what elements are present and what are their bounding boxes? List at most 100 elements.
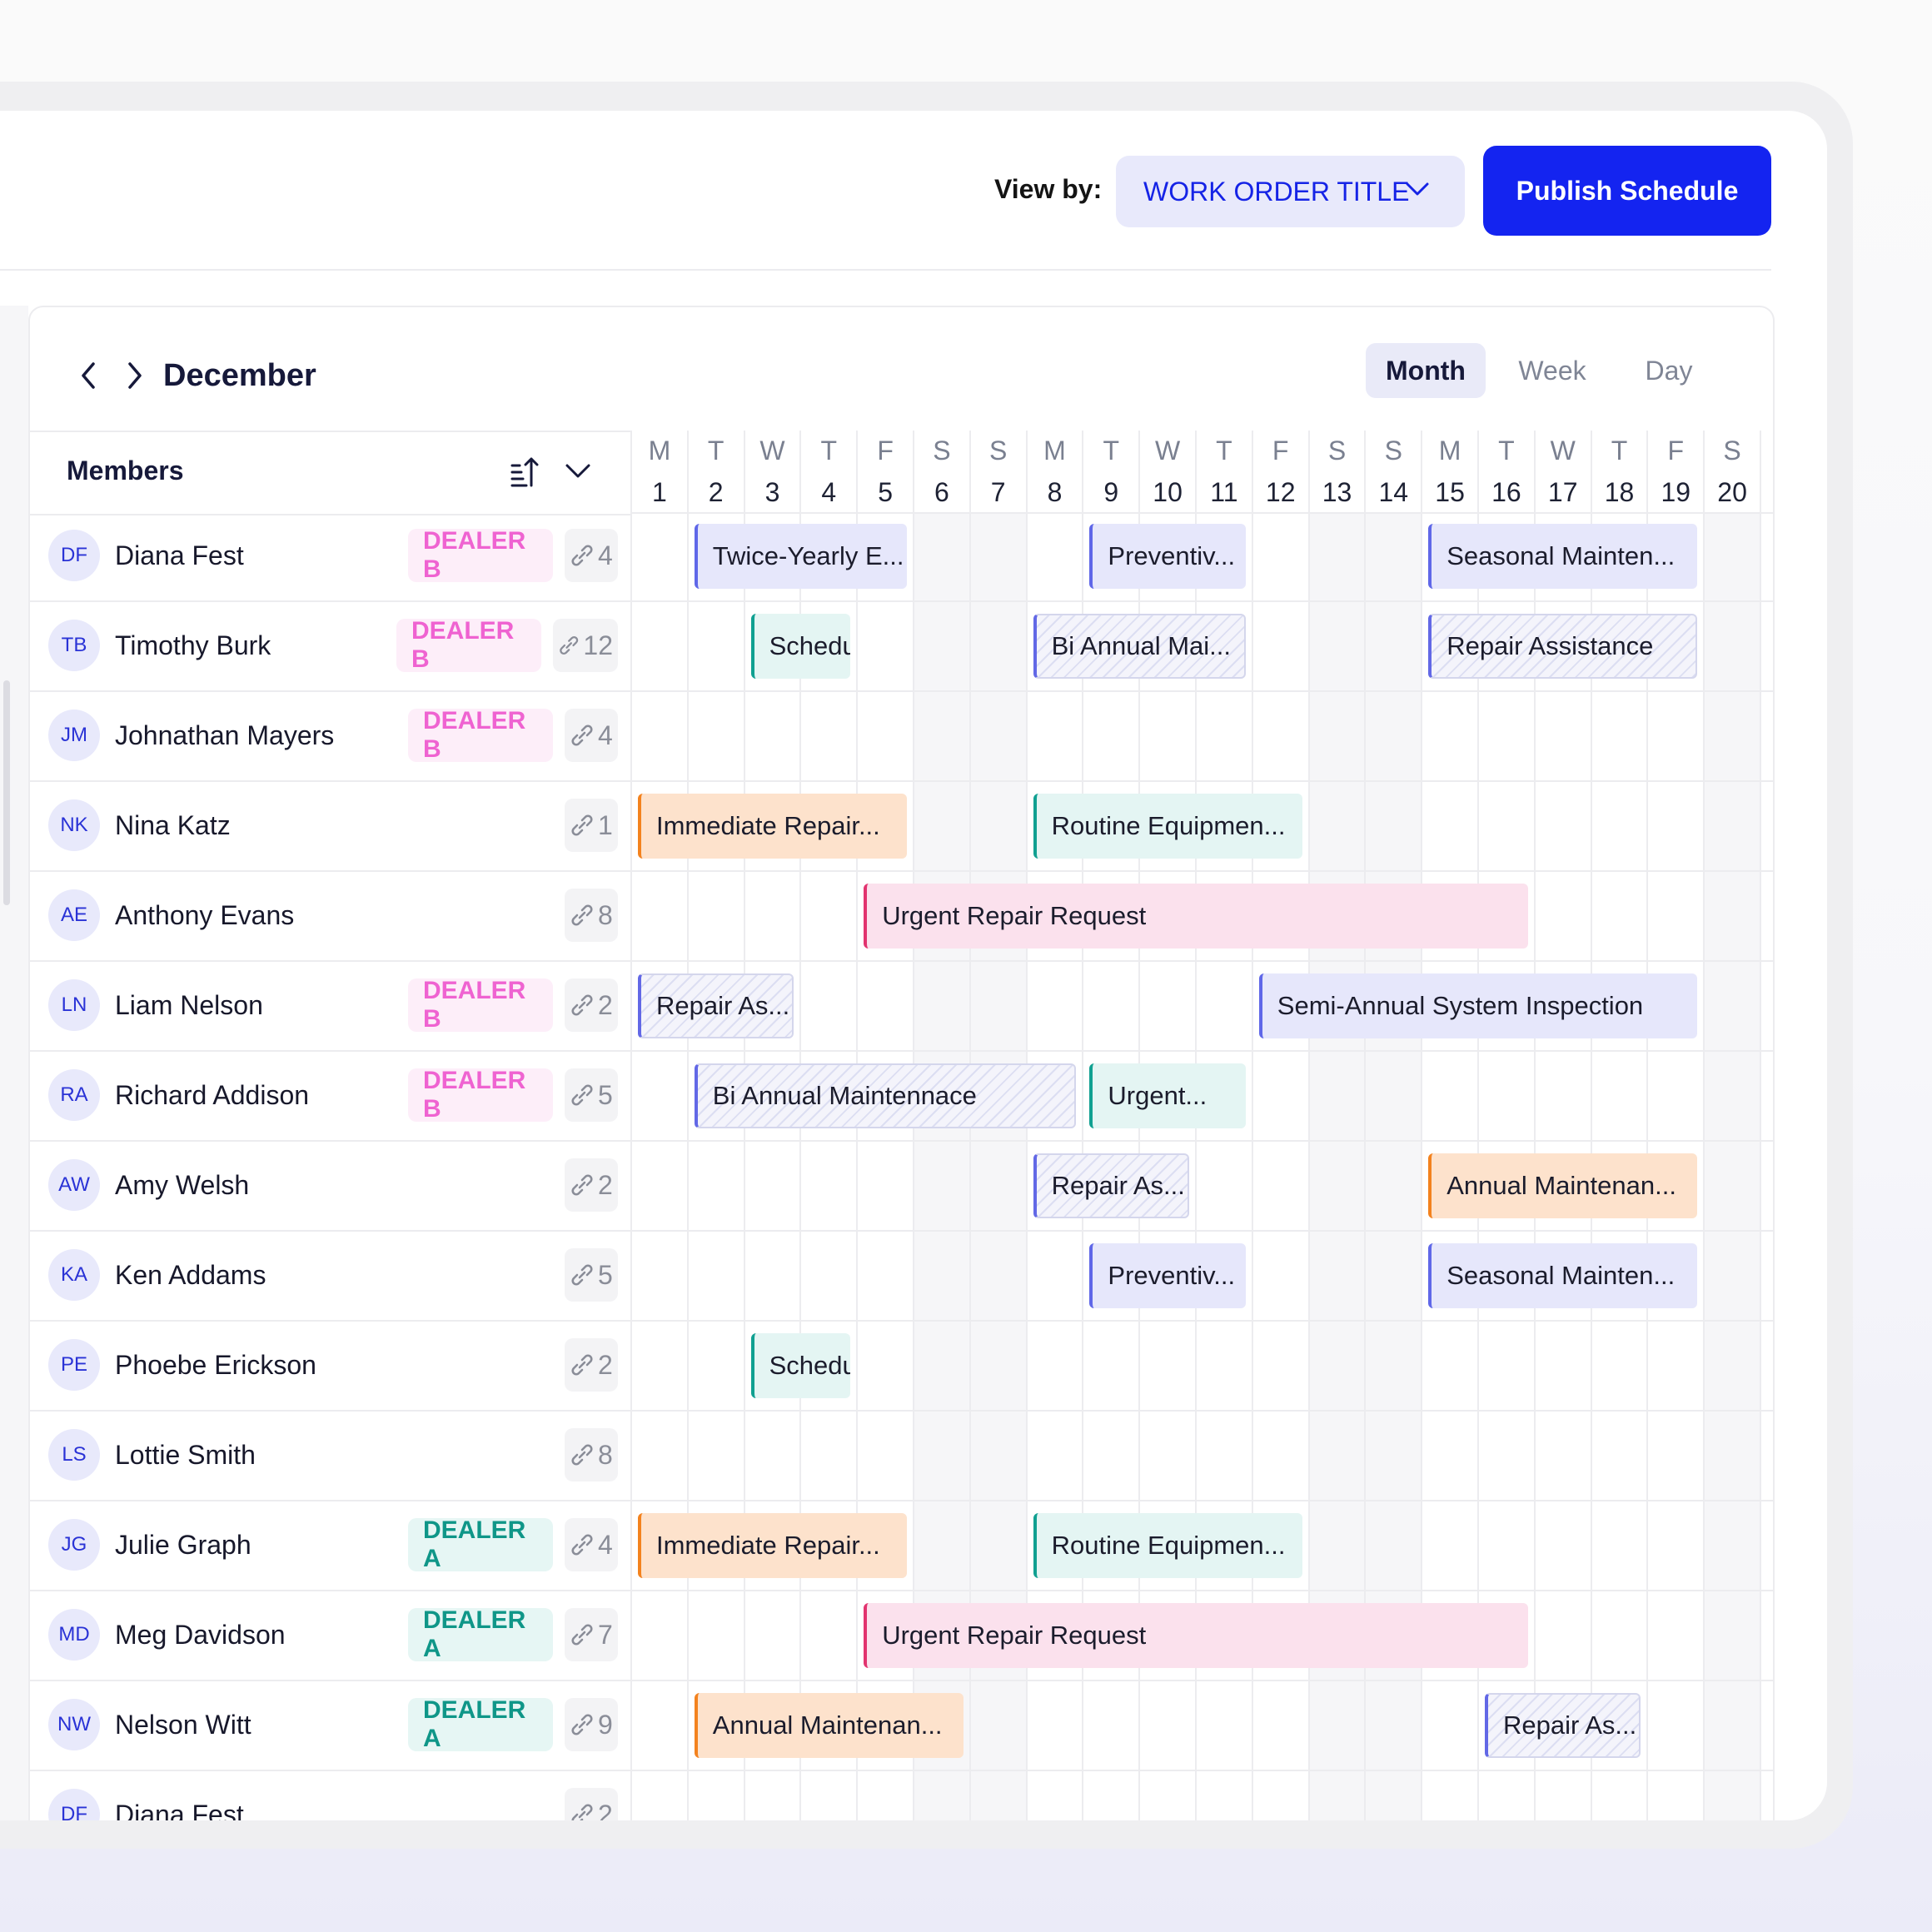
member-name: Diana Fest xyxy=(115,1800,244,1820)
work-order-bar[interactable]: Repair As... xyxy=(638,973,794,1038)
dealer-badge: DEALER B xyxy=(408,707,553,763)
day-header: F 19 xyxy=(1647,431,1705,514)
work-order-title: Bi Annual Maintennace xyxy=(712,1081,977,1110)
member-name: Lottie Smith xyxy=(115,1440,256,1470)
member-row[interactable]: LN Liam Nelson 2 DEALER B xyxy=(30,962,630,1052)
chevron-down-icon[interactable] xyxy=(563,456,593,485)
work-order-bar[interactable]: Repair As... xyxy=(1033,1153,1189,1218)
work-order-bar[interactable]: Annual Maintenan... xyxy=(1428,1153,1698,1218)
day-number: 19 xyxy=(1661,477,1691,507)
day-divider xyxy=(1421,431,1423,1820)
member-row[interactable]: AW Amy Welsh 2 xyxy=(30,1142,630,1232)
work-order-bar[interactable]: Routine Equipmen... xyxy=(1033,1513,1302,1578)
work-order-bar[interactable]: Bi Annual Mai... xyxy=(1033,614,1246,679)
work-order-title: Urgent Repair Request xyxy=(882,901,1147,930)
work-order-bar[interactable]: Immediate Repair... xyxy=(638,794,907,859)
work-order-bar[interactable]: Preventiv... xyxy=(1089,1243,1246,1308)
view-month-tab[interactable]: Month xyxy=(1366,343,1486,398)
dealer-badge: DEALER B xyxy=(408,527,553,583)
work-order-bar[interactable]: Urgent Repair Request xyxy=(864,1603,1528,1668)
member-row[interactable]: KA Ken Addams 5 xyxy=(30,1232,630,1322)
member-row[interactable]: PE Phoebe Erickson 2 xyxy=(30,1322,630,1412)
work-order-count-value: 12 xyxy=(583,630,613,660)
work-order-bar[interactable]: Semi-Annual System Inspection xyxy=(1258,973,1698,1038)
view-week-tab[interactable]: Week xyxy=(1518,355,1586,386)
members-title: Members xyxy=(67,456,184,485)
member-row[interactable]: NW Nelson Witt 9 DEALER A xyxy=(30,1681,630,1771)
member-row[interactable]: LS Lottie Smith 8 xyxy=(30,1412,630,1501)
work-order-bar[interactable]: Bi Annual Maintennace xyxy=(694,1063,1077,1128)
link-icon xyxy=(571,1264,593,1286)
chevron-right-icon xyxy=(128,362,142,389)
day-divider xyxy=(1590,431,1592,1820)
view-day-tab[interactable]: Day xyxy=(1645,355,1693,386)
work-order-count: 4 xyxy=(565,529,618,582)
day-letter: T xyxy=(707,436,724,466)
member-row[interactable]: DF Diana Fest 2 xyxy=(30,1771,630,1820)
avatar: DF xyxy=(48,1789,100,1820)
work-order-bar[interactable]: Annual Maintenan... xyxy=(694,1693,964,1758)
link-icon xyxy=(571,1714,593,1735)
work-order-title: Urgent... xyxy=(1108,1081,1208,1110)
day-letter: T xyxy=(1216,436,1232,466)
work-order-count: 4 xyxy=(565,1518,618,1571)
view-by-dropdown[interactable]: WORK ORDER TITLE xyxy=(1116,156,1465,227)
work-order-count-value: 9 xyxy=(598,1709,613,1740)
member-row[interactable]: JG Julie Graph 4 DEALER A xyxy=(30,1501,630,1591)
day-letter: W xyxy=(759,436,785,466)
day-number: 13 xyxy=(1322,477,1352,507)
work-order-bar[interactable]: Routine Equipmen... xyxy=(1033,794,1302,859)
work-order-title: Repair As... xyxy=(1051,1171,1185,1200)
work-order-bar[interactable]: Repair Assistance xyxy=(1428,614,1698,679)
prev-month-button[interactable] xyxy=(72,359,105,392)
chevron-down-icon xyxy=(1406,182,1429,196)
member-row[interactable]: AE Anthony Evans 8 xyxy=(30,872,630,962)
work-order-bar[interactable]: Repair As... xyxy=(1485,1693,1641,1758)
publish-schedule-button[interactable]: Publish Schedule xyxy=(1483,146,1771,236)
member-row[interactable]: RA Richard Addison 5 DEALER B xyxy=(30,1052,630,1142)
member-row[interactable]: MD Meg Davidson 7 DEALER A xyxy=(30,1591,630,1681)
day-letter: S xyxy=(933,436,951,466)
sort-icon[interactable] xyxy=(510,456,540,489)
day-number: 10 xyxy=(1153,477,1183,507)
work-order-bar[interactable]: Immediate Repair... xyxy=(638,1513,907,1578)
work-order-title: Repair As... xyxy=(656,991,790,1020)
row-divider xyxy=(631,1500,1773,1501)
work-order-bar[interactable]: Schedul... xyxy=(750,614,851,679)
link-icon xyxy=(560,635,579,655)
work-order-bar[interactable]: Schedul... xyxy=(750,1333,851,1398)
work-order-bar[interactable]: Seasonal Mainten... xyxy=(1428,524,1698,589)
work-order-bar[interactable]: Urgent... xyxy=(1089,1063,1246,1128)
avatar: PE xyxy=(48,1339,100,1391)
work-order-title: Twice-Yearly E... xyxy=(712,541,904,570)
work-order-bar[interactable]: Twice-Yearly E... xyxy=(694,524,907,589)
member-row[interactable]: NK Nina Katz 1 xyxy=(30,782,630,872)
avatar: JG xyxy=(48,1519,100,1571)
day-header: S 13 xyxy=(1308,431,1366,514)
member-row[interactable]: DF Diana Fest 4 DEALER B xyxy=(30,512,630,602)
work-order-title: Semi-Annual System Inspection xyxy=(1277,991,1644,1020)
work-order-count-value: 5 xyxy=(598,1079,613,1110)
member-row[interactable]: JM Johnathan Mayers 4 DEALER B xyxy=(30,692,630,782)
sidebar-scrollbar[interactable] xyxy=(3,680,10,905)
work-order-bar[interactable]: Preventiv... xyxy=(1089,524,1246,589)
weekend-column xyxy=(1365,512,1422,1820)
next-month-button[interactable] xyxy=(118,359,152,392)
member-name: Amy Welsh xyxy=(115,1170,250,1200)
work-order-bar[interactable]: Urgent Repair Request xyxy=(864,884,1528,949)
link-icon xyxy=(571,545,593,566)
work-order-count-value: 1 xyxy=(598,809,613,840)
schedule-grid: M 1 T 2 W 3 T 4 F 5 S 6 S 7 M 8 T 9 W 10 T 11 F 12 S 13 S 14 M 15 T 16 W… xyxy=(630,431,1773,1820)
work-order-count-value: 8 xyxy=(598,1439,613,1470)
work-order-count-value: 5 xyxy=(598,1259,613,1290)
day-letter: T xyxy=(1498,436,1515,466)
member-name: Ken Addams xyxy=(115,1260,266,1290)
day-divider xyxy=(1477,431,1479,1820)
header-divider xyxy=(0,269,1771,271)
day-number: 5 xyxy=(878,477,893,507)
day-number: 15 xyxy=(1435,477,1465,507)
day-header: F 12 xyxy=(1252,431,1309,514)
member-row[interactable]: TB Timothy Burk 12 DEALER B xyxy=(30,602,630,692)
work-order-bar[interactable]: Seasonal Mainten... xyxy=(1428,1243,1698,1308)
